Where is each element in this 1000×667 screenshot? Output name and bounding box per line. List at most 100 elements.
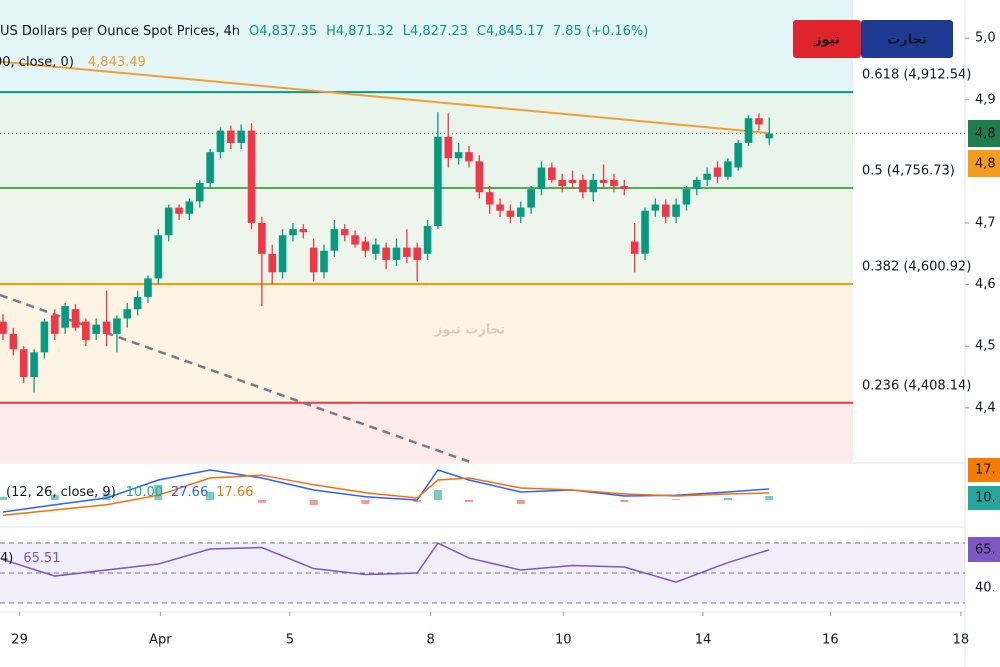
x-tick-label: 14	[695, 633, 712, 648]
price-box-label: 4,8	[975, 127, 996, 142]
candle-body	[82, 321, 90, 341]
candle-body	[278, 235, 287, 273]
fib-band	[0, 284, 853, 403]
ma-legend: 00, close, 0) 4,843.49	[0, 55, 146, 70]
macd-value: 27.66	[171, 485, 208, 500]
fib-label: 0.618 (4,912.54)	[862, 68, 971, 83]
candle-body	[599, 179, 608, 183]
header-ohlc: C4,845.17	[477, 24, 544, 39]
candle-body	[703, 173, 711, 180]
macd-hist-bar	[620, 500, 629, 502]
y-tick-label: 4,4	[975, 400, 996, 415]
candle-body	[641, 210, 649, 254]
macd-hist-bar	[672, 499, 681, 500]
candle-body	[651, 204, 660, 211]
fib-band	[0, 92, 853, 189]
candle-body	[216, 130, 225, 153]
candle-body	[465, 152, 473, 162]
candle-body	[444, 136, 453, 159]
candle-body	[765, 133, 774, 139]
ma-legend-value: 4,843.49	[88, 55, 146, 70]
candle-body	[123, 309, 132, 319]
candle-body	[299, 229, 308, 233]
y-tick-label: 4,9	[975, 92, 996, 107]
candle-body	[50, 315, 59, 334]
header-ohlc: 7.85 (+0.16%)	[553, 24, 648, 39]
macd-price-box	[968, 458, 1000, 482]
x-tick-label: 29	[11, 633, 28, 648]
candle-body	[371, 244, 380, 254]
candle-body	[516, 207, 525, 217]
fib-band	[0, 402, 853, 462]
candle-body	[589, 179, 598, 193]
candle-body	[568, 179, 577, 183]
macd-hist-bar	[765, 496, 774, 500]
logo-box-left	[793, 20, 861, 58]
x-tick-label: 16	[822, 633, 839, 648]
macd-hist-bar	[361, 500, 370, 504]
candle-body	[247, 130, 256, 223]
macd-signal-value: 17.66	[216, 485, 253, 500]
candle-body	[0, 321, 7, 334]
candle-body	[610, 179, 618, 187]
logo-text: نیوز	[813, 33, 840, 48]
price-box	[968, 150, 1000, 177]
candle-body	[693, 179, 701, 190]
candle-body	[351, 235, 359, 245]
candle-body	[185, 201, 194, 214]
candle-body	[755, 118, 763, 125]
rsi-legend-name: 4)	[0, 551, 13, 566]
macd-macd-line	[2, 469, 770, 513]
candle-body	[382, 247, 390, 260]
macd-hist-bar	[154, 484, 163, 500]
macd-price-box	[968, 486, 1000, 510]
y-tick-label: 4,5	[975, 339, 996, 354]
ma-legend-name: 00, close, 0)	[0, 55, 74, 70]
macd-hist-bar	[102, 493, 111, 500]
candle-body	[102, 321, 111, 334]
rsi-price-box	[968, 537, 1000, 562]
candle-body	[548, 167, 556, 180]
candle-body	[558, 179, 566, 187]
candle-body	[9, 333, 18, 350]
candle-body	[71, 309, 80, 328]
candle-body	[620, 186, 629, 190]
candle-body	[423, 226, 432, 254]
header-title: US Dollars per Ounce Spot Prices, 4h	[0, 24, 240, 39]
moving-average	[0, 60, 770, 135]
header: US Dollars per Ounce Spot Prices, 4h O4,8…	[0, 24, 648, 39]
logo-text: تجارت	[887, 33, 927, 48]
macd-price-label: 17.	[975, 463, 996, 478]
x-tick-label: 8	[427, 633, 435, 648]
fib-band	[0, 0, 853, 93]
candle-body	[258, 222, 266, 254]
rsi-price-label: 65.	[975, 543, 996, 558]
price-box-label: 4,8	[975, 157, 996, 172]
candle-body	[485, 192, 494, 205]
candle-body	[454, 152, 463, 159]
macd-hist-bar	[206, 492, 215, 500]
macd-legend: (12, 26, close, 9) 10.00 27.66 17.66	[6, 485, 253, 500]
candle-body	[40, 321, 49, 353]
candle-body	[113, 318, 121, 334]
macd-hist-bar	[516, 500, 525, 504]
candle-body	[289, 229, 297, 236]
macd-hist-bar	[309, 500, 318, 506]
candle-body	[672, 204, 680, 217]
header-ohlc: O4,837.35	[249, 24, 317, 39]
watermark: تجارت نیوز	[434, 323, 505, 338]
candle-body	[734, 142, 743, 168]
x-tick-label: 18	[953, 633, 970, 648]
candle-body	[330, 229, 339, 251]
x-tick-label: Apr	[149, 633, 172, 648]
candle-body	[496, 204, 504, 211]
candle-body	[744, 118, 753, 143]
candle-body	[537, 167, 546, 190]
macd-hist-bar	[464, 500, 473, 502]
header-ohlc: H4,871.32	[326, 24, 394, 39]
candle-body	[361, 241, 370, 251]
fib-label: 0.5 (4,756.73)	[862, 164, 955, 179]
header-ohlc: L4,827.23	[403, 24, 468, 39]
candle-body	[403, 247, 411, 257]
y-tick-label: 4,7	[975, 215, 996, 230]
